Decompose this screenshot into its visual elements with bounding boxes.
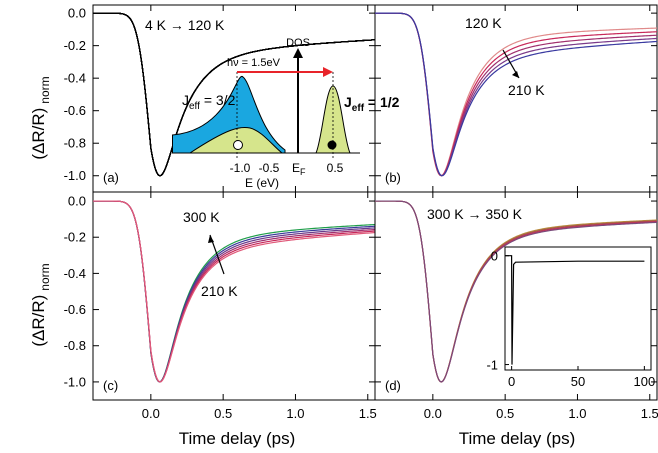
temperature-annotation-bottom: 210 K (508, 82, 545, 98)
jeff12-label-value: = 1/2 (364, 94, 400, 110)
inset-x-tick-label: 50 (571, 374, 585, 389)
y-axis-label-subscript: norm (38, 76, 52, 103)
panel-3: 0.0 -0.2 -0.4 -0.6 -0.8 -1.0 0.0 0.5 1.0 1.5 (c) 30… (64, 191, 377, 421)
y-tick-label: -0.4 (64, 266, 86, 281)
y-tick-label: 0.0 (68, 194, 86, 209)
inset-x-tick-label: 0.5 (327, 161, 344, 175)
x-tick-label: 0.0 (142, 406, 160, 421)
fermi-energy-label: EF (292, 161, 306, 177)
x-tick-label: 1.0 (286, 406, 304, 421)
x-tick-label: 1.5 (359, 406, 377, 421)
jeff32-label-sub: eff (189, 101, 200, 112)
jeff32-label-value: = 3/2 (200, 92, 236, 108)
x-tick-label: 0.5 (214, 406, 232, 421)
jeff12-label-main: J (344, 94, 352, 110)
temperature-annotation-top: 300 K (183, 209, 220, 225)
dos-axis-arrowhead (293, 48, 303, 58)
x-axis-label-right: Time delay (ps) (459, 429, 576, 448)
dos-label: DOS (286, 37, 310, 49)
photon-energy-label: hν = 1.5eV (227, 57, 281, 69)
inset-x-tick-label: -1.0 (230, 161, 251, 175)
inset-y-tick-label: -1 (486, 358, 498, 373)
y-axis-label-text: (ΔR/R) (29, 108, 48, 160)
fermi-energy-sub: F (300, 167, 306, 177)
inset-series-line (505, 255, 645, 365)
y-axis-label-text: (ΔR/R) (29, 295, 48, 347)
panel-label: (c) (103, 378, 118, 393)
x-axis-label-left: Time delay (ps) (179, 429, 296, 448)
y-tick-label: -0.4 (64, 71, 86, 86)
y-tick-label: -1.0 (64, 374, 86, 389)
fermi-energy-main: E (292, 161, 300, 175)
x-tick-label: 0.0 (424, 406, 442, 421)
y-axis-label-subscript: norm (38, 263, 52, 290)
jeff12-upper-band (315, 85, 351, 154)
series-line (375, 200, 658, 383)
panels: 0.0 -0.2 -0.4 -0.6 -0.8 -1.0 (a) 4 K → 120 K DOS… (64, 4, 658, 421)
jeff12-label-sub: eff (352, 103, 365, 114)
transition-arrowhead (323, 67, 333, 77)
electron-marker (327, 140, 337, 150)
panel-2: (b) 120 K 210 K (374, 4, 658, 193)
y-tick-label: -0.2 (64, 230, 86, 245)
hole-marker (233, 140, 243, 150)
trend-arrowhead (208, 235, 214, 243)
inset-x-tick-label: -0.5 (259, 161, 280, 175)
series-line (375, 12, 658, 177)
y-axis-label-bottom: (ΔR/R) norm (29, 263, 52, 346)
jeff32-label: Jeff = 3/2 (182, 92, 236, 112)
jeff12-lower-band (188, 126, 284, 154)
temperature-annotation: 300 K → 350 K (427, 206, 523, 222)
inset-frame (504, 246, 652, 371)
temperature-annotation: 4 K → 120 K (145, 17, 225, 33)
panel-frame (374, 4, 658, 193)
jeff12-label: Jeff = 1/2 (344, 94, 400, 114)
panel-label: (b) (385, 170, 401, 185)
trend-arrowhead (512, 71, 519, 78)
panel-label: (d) (385, 378, 401, 393)
inset-y-tick-label: 0 (491, 249, 498, 264)
jeff32-label-main: J (182, 92, 189, 108)
y-tick-label: -0.6 (64, 103, 86, 118)
inset-x-tick-label: 100 (634, 374, 656, 389)
series-line (93, 12, 376, 177)
inset-x-axis-label: E (eV) (245, 176, 279, 190)
x-tick-label: 1.0 (568, 406, 586, 421)
y-axis-label-top: (ΔR/R) norm (29, 76, 52, 159)
y-tick-label: -0.8 (64, 338, 86, 353)
x-tick-label: 0.5 (496, 406, 514, 421)
temperature-annotation-bottom: 210 K (201, 283, 238, 299)
long-scan-inset: 0 50 100 0 -1 (486, 246, 656, 389)
panel-label: (a) (103, 170, 119, 185)
panel-frame (374, 191, 658, 401)
panel-1: 0.0 -0.2 -0.4 -0.6 -0.8 -1.0 (a) 4 K → 120 K DOS… (64, 4, 400, 193)
inset-x-tick-label: 0 (508, 374, 515, 389)
panel-4: 0.0 0.5 1.0 1.5 (d) 300 K → 350 K 0 50 100 0 -1 (374, 191, 658, 421)
temperature-annotation-top: 120 K (465, 15, 502, 31)
x-tick-label: 1.5 (641, 406, 658, 421)
series-line (93, 200, 376, 383)
y-tick-label: -0.6 (64, 302, 86, 317)
y-tick-label: -0.8 (64, 136, 86, 151)
y-tick-label: -1.0 (64, 168, 86, 183)
y-tick-label: 0.0 (68, 6, 86, 21)
y-tick-label: -0.2 (64, 38, 86, 53)
